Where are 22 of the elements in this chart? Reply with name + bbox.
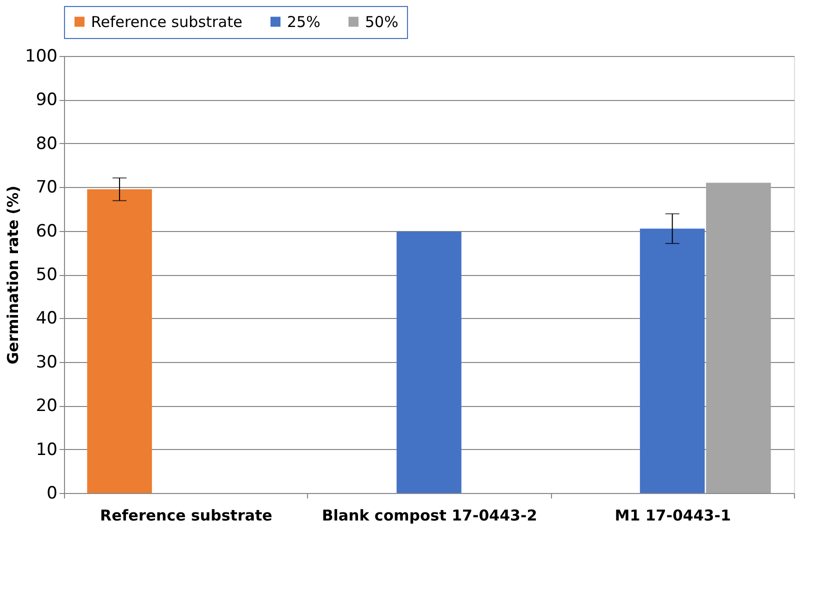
bar <box>706 182 771 493</box>
bar <box>640 228 705 493</box>
y-tick-label: 100 <box>25 46 58 66</box>
legend-label: 25% <box>287 12 320 31</box>
legend-label: Reference substrate <box>91 12 242 31</box>
y-axis-title: Germination rate (%) <box>4 186 22 364</box>
y-tick-label: 60 <box>36 221 58 242</box>
y-tick-label: 90 <box>36 90 58 110</box>
y-tick-label: 70 <box>36 178 58 198</box>
y-tick-label: 30 <box>36 352 58 372</box>
legend-label: 50% <box>365 12 398 31</box>
x-tick-label: M1 17-0443-1 <box>614 506 731 524</box>
x-tick-label: Reference substrate <box>100 506 272 524</box>
bar <box>87 189 152 493</box>
y-tick-label: 40 <box>36 308 58 329</box>
y-tick-label: 80 <box>36 134 58 154</box>
y-tick-label: 20 <box>36 396 58 416</box>
y-tick-label: 50 <box>36 265 58 285</box>
y-tick-label: 10 <box>36 440 58 460</box>
bar <box>396 232 462 493</box>
y-tick-label: 0 <box>46 484 58 504</box>
x-tick-label: Blank compost 17-0443-2 <box>322 506 538 524</box>
